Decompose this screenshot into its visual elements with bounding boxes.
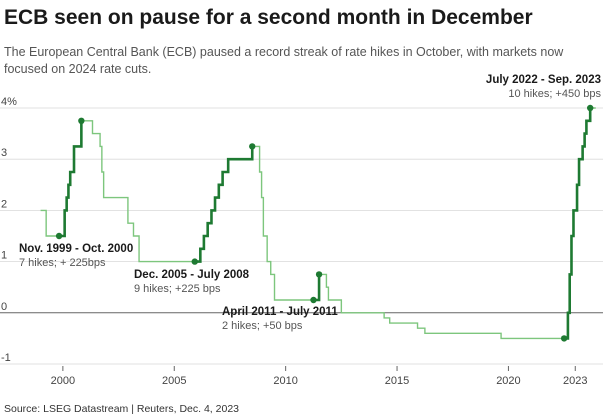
rate-lines xyxy=(40,104,596,342)
hike-end-marker xyxy=(249,143,256,150)
hike-period-line xyxy=(313,274,321,302)
y-tick-label: -1 xyxy=(1,352,11,364)
annotation-period: July 2022 - Sep. 2023 xyxy=(486,74,601,86)
annotation-detail: 2 hikes; +50 bps xyxy=(222,320,303,332)
hike-period-line xyxy=(194,146,254,263)
hike-start-marker xyxy=(191,258,198,265)
hike-end-marker xyxy=(315,271,323,278)
annotation-period: April 2011 - July 2011 xyxy=(222,306,338,318)
x-tick-label: 2005 xyxy=(162,375,186,387)
rate-line xyxy=(40,107,596,340)
y-tick-label: 0 xyxy=(1,301,7,313)
y-tick-label: 1 xyxy=(1,250,7,262)
x-tick-label: 2020 xyxy=(496,375,520,387)
annotation-detail: 10 hikes; +450 bps xyxy=(508,88,601,100)
chart-subtitle: The European Central Bank (ECB) paused a… xyxy=(4,45,564,76)
x-tick-label: 2010 xyxy=(273,375,297,387)
hike-start-marker xyxy=(55,232,63,240)
chart-title: ECB seen on pause for a second month in … xyxy=(4,6,533,29)
hike-end-marker xyxy=(586,104,594,112)
x-tick-label: 2023 xyxy=(563,375,587,387)
hike-period-line xyxy=(564,108,592,340)
x-tick-label: 2015 xyxy=(385,375,409,387)
y-tick-label: 3 xyxy=(1,147,7,159)
axes: 4% 3 2 1 0 -1 2000 2005 2010 2015 2020 2023 xyxy=(1,96,588,387)
annotation-period: Dec. 2005 - July 2008 xyxy=(134,269,250,281)
annotations: Nov. 1999 - Oct. 2000 7 hikes; + 225bps De… xyxy=(19,74,601,332)
annotation-period: Nov. 1999 - Oct. 2000 xyxy=(19,243,133,255)
annotation-detail: 9 hikes; +225 bps xyxy=(134,283,221,295)
x-tick-label: 2000 xyxy=(51,375,75,387)
y-tick-label: 2 xyxy=(1,198,7,210)
hike-end-marker xyxy=(78,117,85,125)
gridlines xyxy=(0,107,603,365)
y-tick-label: 4% xyxy=(1,96,17,108)
hike-start-marker xyxy=(310,296,317,304)
hike-period-line xyxy=(59,120,83,238)
hike-start-marker xyxy=(560,335,568,342)
chart-area: 4% 3 2 1 0 -1 2000 2005 2010 2015 2020 2023 Nov. 19… xyxy=(0,74,603,387)
source-note: Source: LSEG Datastream | Reuters, Dec. … xyxy=(4,403,240,415)
annotation-detail: 7 hikes; + 225bps xyxy=(19,257,106,269)
